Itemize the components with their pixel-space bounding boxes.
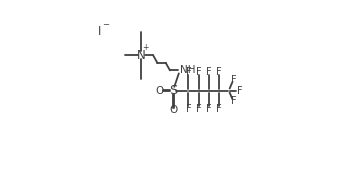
- Text: +: +: [142, 43, 148, 52]
- Text: F: F: [216, 104, 222, 114]
- Text: F: F: [231, 96, 236, 107]
- Text: F: F: [186, 67, 191, 77]
- Text: S: S: [169, 84, 178, 97]
- Text: N: N: [137, 49, 146, 62]
- Text: F: F: [186, 104, 191, 114]
- Text: F: F: [196, 104, 201, 114]
- Text: F: F: [231, 75, 236, 85]
- Text: F: F: [216, 67, 222, 77]
- Text: NH: NH: [180, 65, 196, 75]
- Text: F: F: [237, 86, 242, 96]
- Text: O: O: [169, 105, 178, 115]
- Text: O: O: [155, 86, 164, 96]
- Text: F: F: [206, 104, 212, 114]
- Text: I: I: [98, 25, 102, 38]
- Text: F: F: [206, 67, 212, 77]
- Text: −: −: [102, 21, 109, 29]
- Text: F: F: [196, 67, 201, 77]
